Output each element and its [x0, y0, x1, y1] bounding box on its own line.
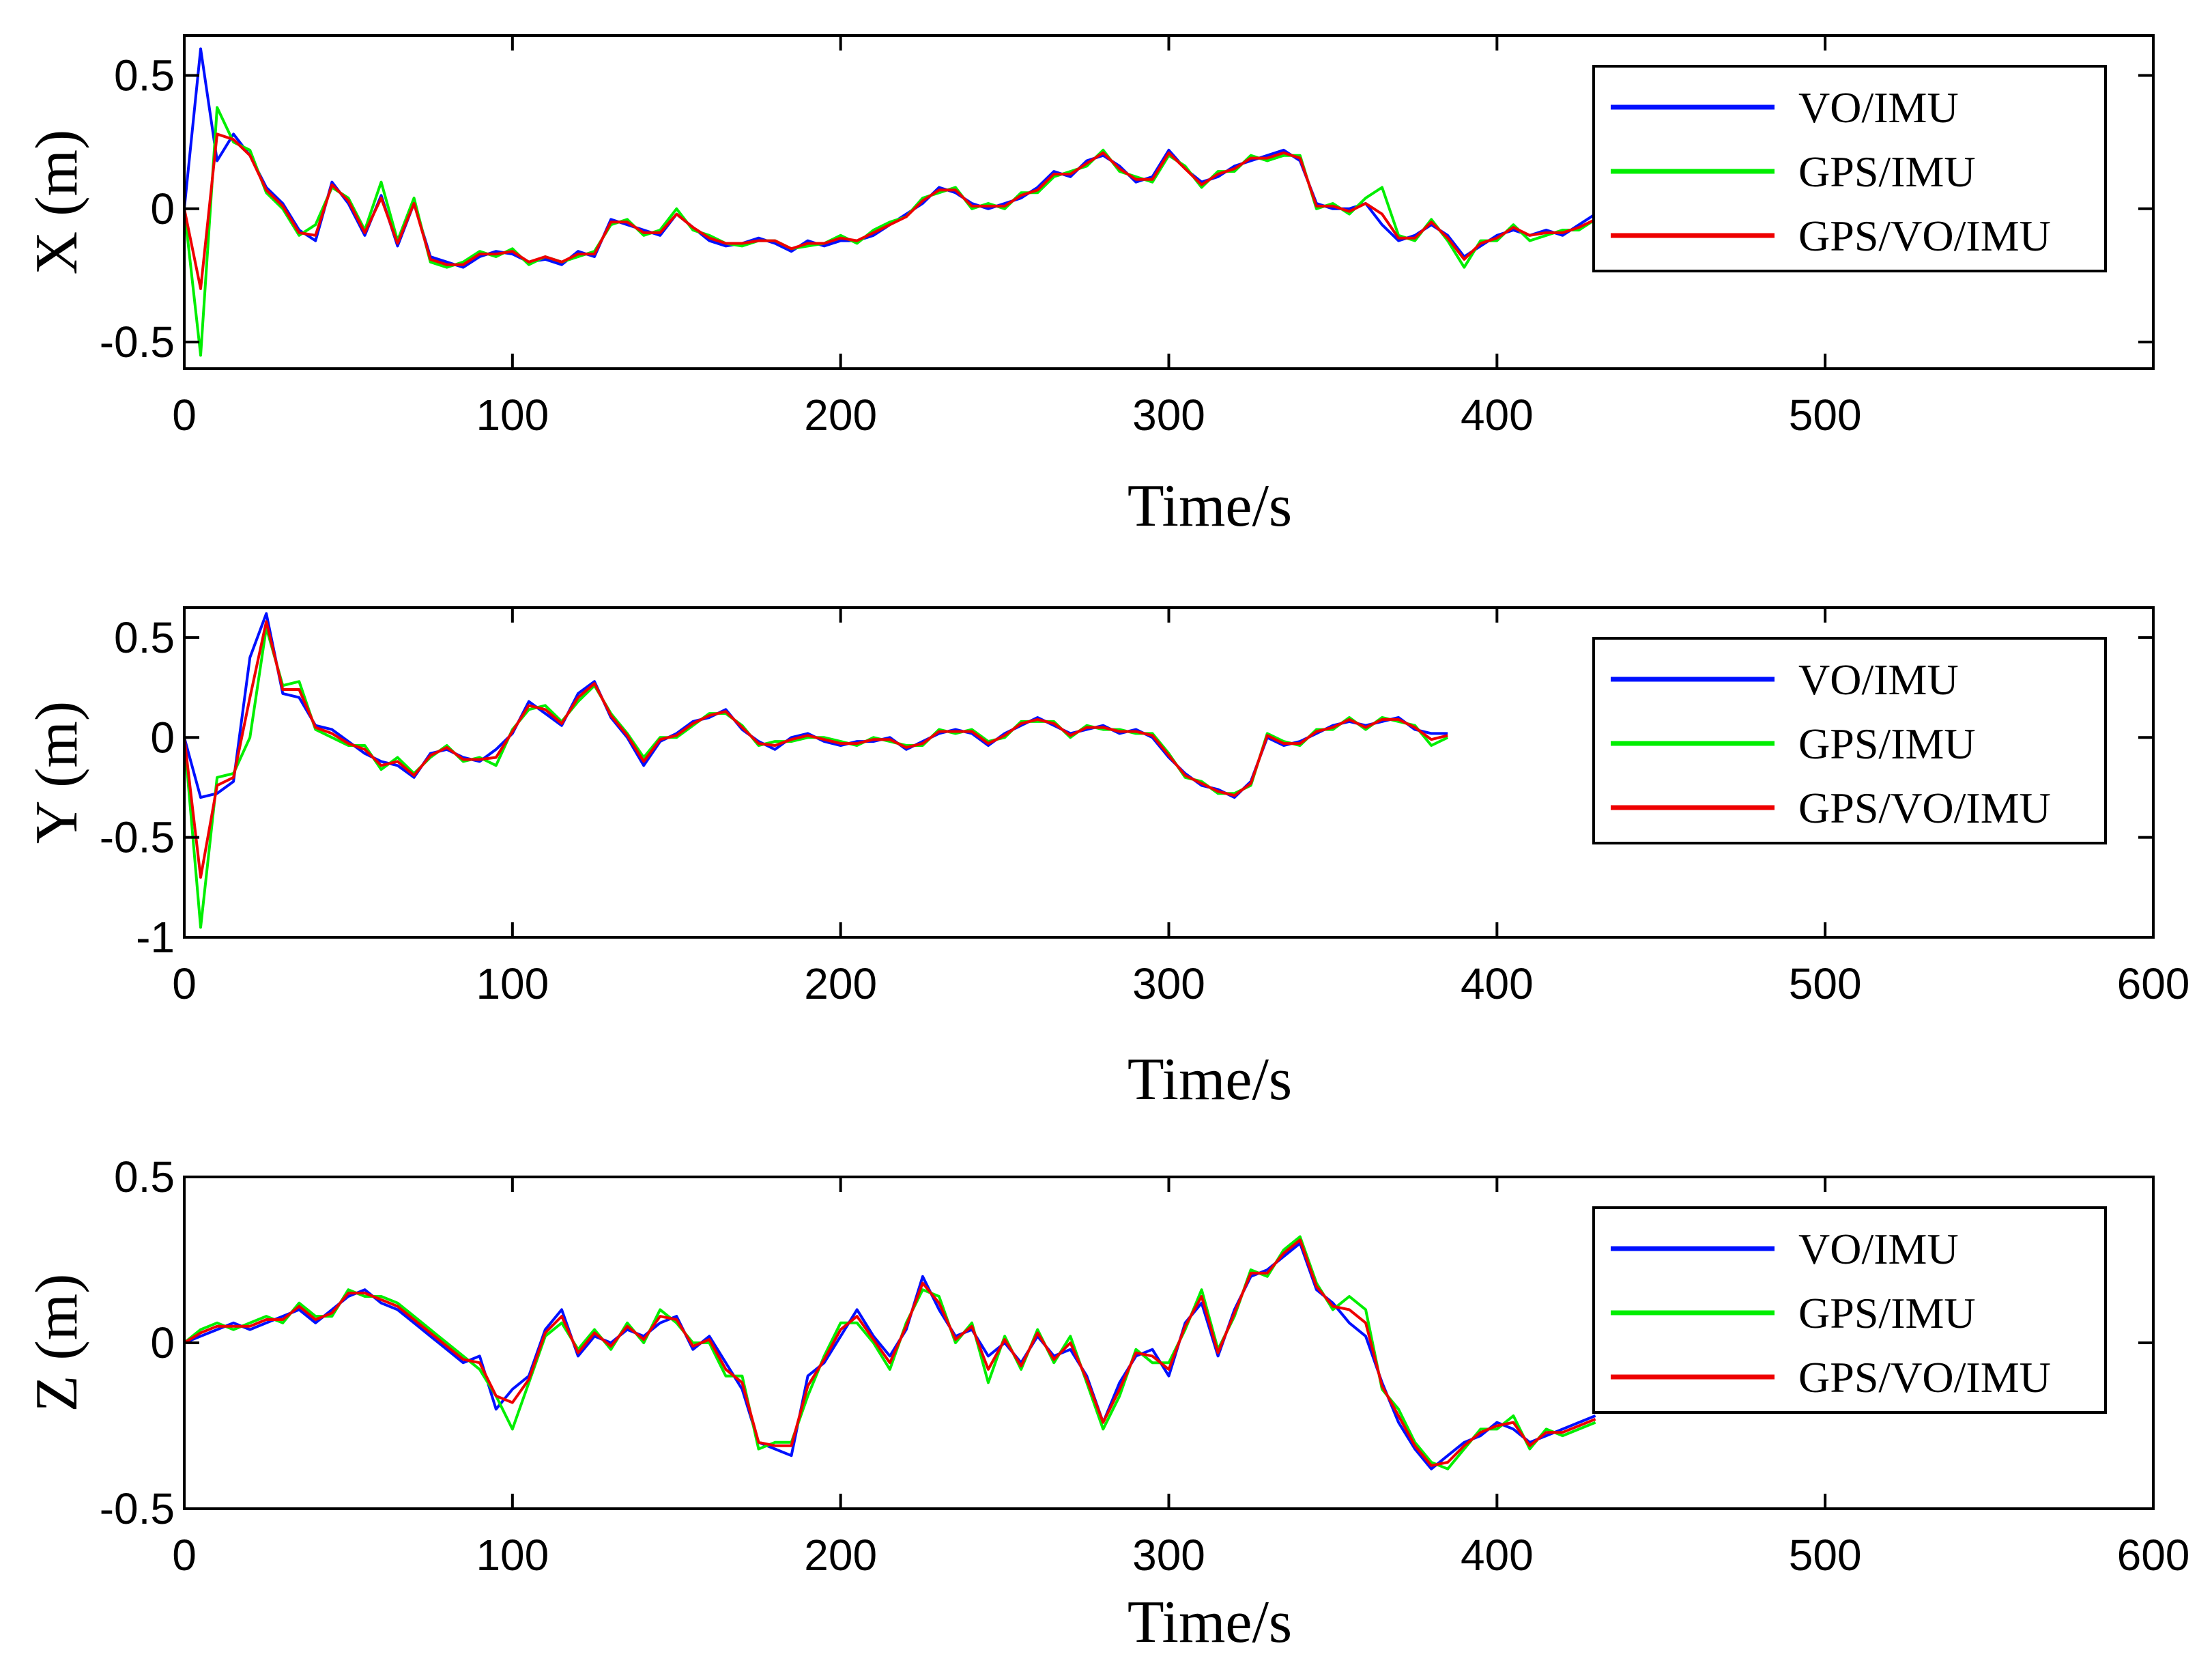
y-tick-label: 0	[150, 184, 175, 233]
legend-label: VO/IMU	[1798, 1225, 1959, 1273]
x-tick-label: 200	[804, 390, 877, 440]
y-axis-title: Y (m)	[24, 701, 90, 844]
legend-label: VO/IMU	[1798, 83, 1959, 132]
x-tick-label: 100	[476, 959, 549, 1008]
x-tick-label: 500	[1789, 959, 1862, 1008]
series-group	[184, 1235, 1596, 1470]
series-line-gps-imu	[184, 1235, 1596, 1470]
series-line-gps-vo-imu	[184, 132, 1596, 290]
legend-label: GPS/IMU	[1798, 147, 1976, 196]
legend-label: GPS/VO/IMU	[1798, 784, 2051, 832]
legend-label: GPS/VO/IMU	[1798, 212, 2051, 260]
y-tick-label: 0.5	[114, 613, 175, 662]
legend: VO/IMU GPS/IMU GPS/VO/IMU	[1592, 637, 2107, 844]
legend-label: VO/IMU	[1798, 655, 1959, 704]
x-tick-label: 200	[804, 959, 877, 1008]
x-tick-label: 600	[2117, 959, 2190, 1008]
legend-label: GPS/IMU	[1798, 1289, 1976, 1337]
series-line-vo-imu	[184, 1242, 1596, 1470]
x-axis-title: Time/s	[1127, 1047, 1292, 1113]
x-axis-title: Time/s	[1127, 473, 1292, 539]
panel-x-error: 0 100 200 300 400 500 0.5 0 -0.5 Time/s X (m) VO/IM…	[24, 34, 2155, 539]
x-tick-label: 400	[1461, 390, 1534, 440]
series-line-gps-vo-imu	[184, 1238, 1596, 1467]
series-line-gps-imu	[184, 106, 1596, 357]
x-tick-label: 400	[1461, 959, 1534, 1008]
x-tick-label: 100	[476, 1531, 549, 1580]
series-line-gps-imu	[184, 626, 1449, 929]
x-tick-label: 300	[1132, 959, 1205, 1008]
y-tick-label: 0	[150, 713, 175, 762]
x-tick-label: 400	[1461, 1531, 1534, 1580]
series-group	[184, 47, 1596, 357]
x-tick-label: 200	[804, 1531, 877, 1580]
x-tick-label: 500	[1789, 390, 1862, 440]
x-tick-label: 0	[172, 1531, 197, 1580]
series-line-vo-imu	[184, 612, 1448, 799]
x-tick-label: 300	[1132, 1531, 1205, 1580]
y-tick-label: -0.5	[100, 317, 175, 367]
legend: VO/IMU GPS/IMU GPS/VO/IMU	[1592, 65, 2107, 272]
y-tick-label: 0	[150, 1318, 175, 1367]
y-tick-label: -0.5	[100, 1484, 175, 1533]
y-tick-label: 0.5	[114, 51, 175, 100]
y-axis-title: Z (m)	[24, 1274, 90, 1412]
series-line-gps-vo-imu	[184, 620, 1448, 879]
panel-y-error: 0 100 200 300 400 500 600 0.5 0 -0.5 -1 Time/s Y (m)…	[24, 606, 2190, 1113]
legend: VO/IMU GPS/IMU GPS/VO/IMU	[1592, 1206, 2107, 1414]
y-tick-label: 0.5	[114, 1152, 175, 1202]
x-tick-label: 0	[172, 959, 197, 1008]
x-axis-title: Time/s	[1127, 1589, 1292, 1655]
y-tick-label: -1	[136, 913, 175, 962]
y-tick-label: -0.5	[100, 813, 175, 862]
legend-label: GPS/VO/IMU	[1798, 1353, 2051, 1402]
y-axis-title: X (m)	[24, 130, 90, 275]
series-group	[184, 612, 1449, 929]
x-tick-label: 100	[476, 390, 549, 440]
legend-label: GPS/IMU	[1798, 720, 1976, 768]
x-tick-label: 0	[172, 390, 197, 440]
x-tick-label: 500	[1789, 1531, 1862, 1580]
x-tick-label: 300	[1132, 390, 1205, 440]
x-tick-label: 600	[2117, 1531, 2190, 1580]
